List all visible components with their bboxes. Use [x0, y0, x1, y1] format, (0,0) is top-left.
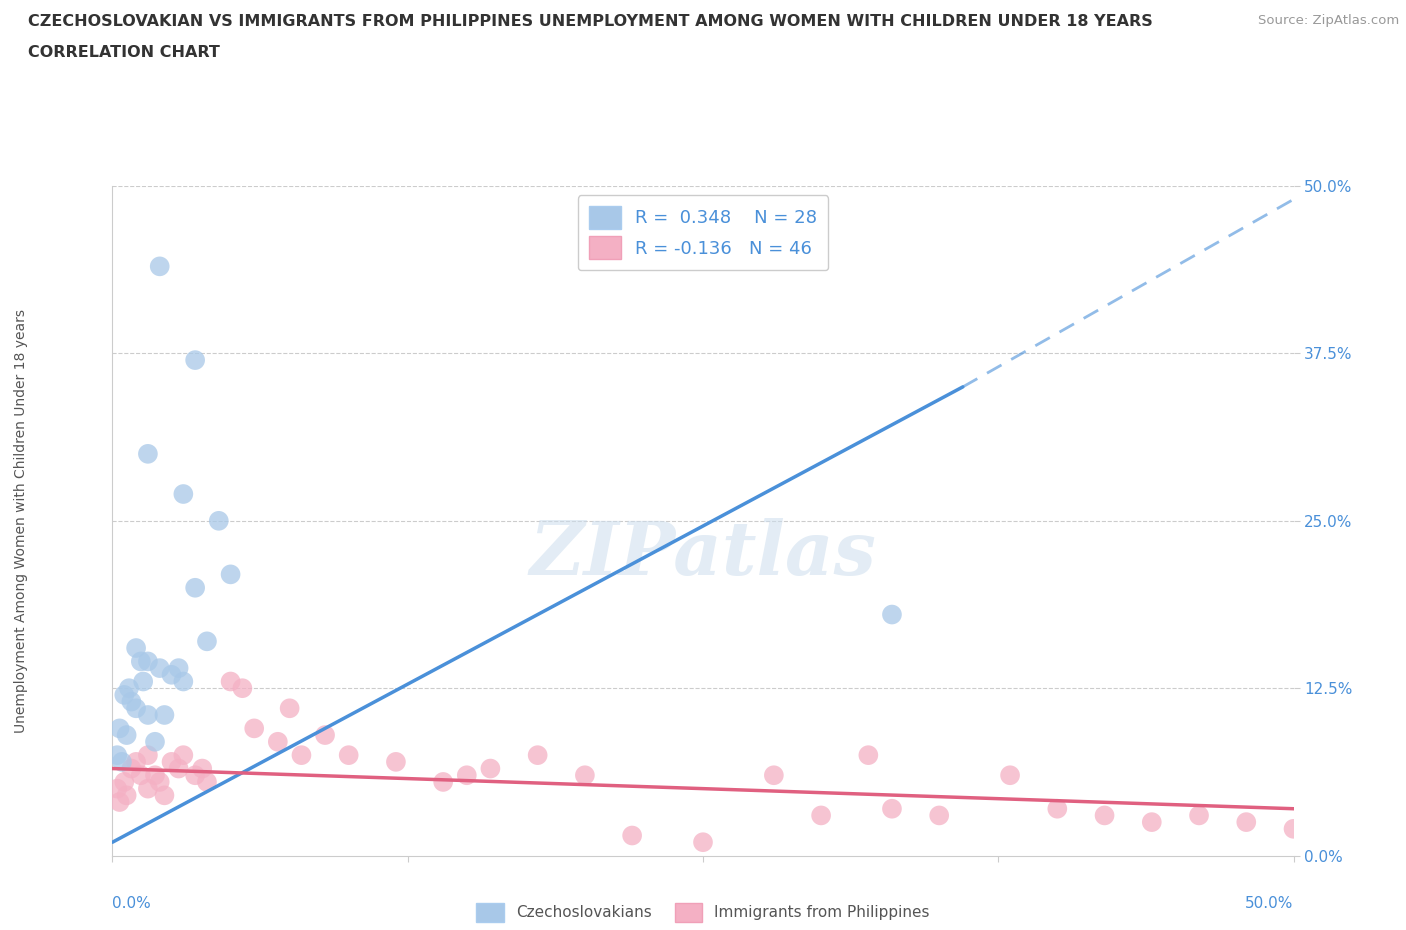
Point — [1188, 808, 1211, 823]
Point — [385, 754, 408, 769]
Point — [112, 687, 135, 702]
Point — [118, 681, 141, 696]
Point — [111, 754, 134, 769]
Point — [290, 748, 312, 763]
Point — [1282, 821, 1305, 836]
Point — [267, 735, 290, 750]
Point — [125, 641, 148, 656]
Point — [136, 781, 159, 796]
Point — [858, 748, 880, 763]
Point — [1094, 808, 1116, 823]
Point — [184, 580, 207, 595]
Text: CORRELATION CHART: CORRELATION CHART — [28, 45, 219, 60]
Point — [191, 761, 214, 776]
Point — [167, 660, 190, 675]
Point — [810, 808, 832, 823]
Point — [167, 761, 190, 776]
Point — [479, 761, 502, 776]
Legend: Czechoslovakians, Immigrants from Philippines: Czechoslovakians, Immigrants from Philip… — [470, 897, 936, 928]
Point — [115, 788, 138, 803]
Point — [278, 701, 301, 716]
Text: Unemployment Among Women with Children Under 18 years: Unemployment Among Women with Children U… — [14, 309, 28, 733]
Point — [153, 788, 176, 803]
Point — [928, 808, 950, 823]
Text: Source: ZipAtlas.com: Source: ZipAtlas.com — [1258, 14, 1399, 27]
Text: ZIPatlas: ZIPatlas — [530, 518, 876, 591]
Point — [172, 486, 194, 501]
Point — [195, 775, 218, 790]
Point — [143, 768, 166, 783]
Point — [136, 446, 159, 461]
Point — [120, 694, 142, 709]
Point — [132, 674, 155, 689]
Point — [136, 654, 159, 669]
Point — [143, 735, 166, 750]
Point — [160, 668, 183, 683]
Point — [195, 634, 218, 649]
Point — [243, 721, 266, 736]
Point — [184, 352, 207, 367]
Text: 50.0%: 50.0% — [1246, 896, 1294, 910]
Point — [160, 754, 183, 769]
Point — [762, 768, 785, 783]
Point — [172, 674, 194, 689]
Point — [129, 768, 152, 783]
Point — [998, 768, 1021, 783]
Point — [108, 794, 131, 809]
Point — [120, 761, 142, 776]
Point — [621, 828, 644, 843]
Point — [692, 835, 714, 850]
Point — [136, 748, 159, 763]
Point — [231, 681, 253, 696]
Point — [208, 513, 231, 528]
Point — [149, 660, 172, 675]
Point — [314, 727, 336, 742]
Point — [1234, 815, 1257, 830]
Point — [184, 768, 207, 783]
Point — [153, 708, 176, 723]
Point — [115, 727, 138, 742]
Point — [574, 768, 596, 783]
Point — [172, 748, 194, 763]
Point — [880, 607, 903, 622]
Point — [456, 768, 478, 783]
Point — [526, 748, 548, 763]
Point — [112, 775, 135, 790]
Point — [105, 748, 128, 763]
Point — [1046, 802, 1069, 817]
Point — [1140, 815, 1163, 830]
Point — [105, 781, 128, 796]
Point — [149, 259, 172, 273]
Point — [149, 775, 172, 790]
Point — [219, 567, 242, 582]
Point — [129, 654, 152, 669]
Text: CZECHOSLOVAKIAN VS IMMIGRANTS FROM PHILIPPINES UNEMPLOYMENT AMONG WOMEN WITH CHI: CZECHOSLOVAKIAN VS IMMIGRANTS FROM PHILI… — [28, 14, 1153, 29]
Point — [136, 708, 159, 723]
Text: 0.0%: 0.0% — [112, 896, 152, 910]
Point — [219, 674, 242, 689]
Point — [108, 721, 131, 736]
Point — [337, 748, 360, 763]
Point — [125, 701, 148, 716]
Point — [880, 802, 903, 817]
Point — [125, 754, 148, 769]
Point — [432, 775, 454, 790]
